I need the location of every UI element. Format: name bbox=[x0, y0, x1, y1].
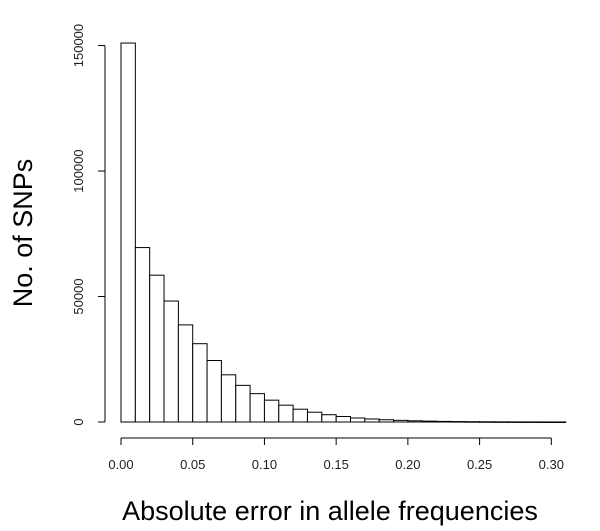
x-tick-label: 0.25 bbox=[467, 457, 492, 472]
histogram-bar bbox=[177, 324, 194, 423]
histogram-bar bbox=[464, 421, 481, 423]
histogram-bar bbox=[134, 247, 151, 423]
histogram-bar bbox=[335, 415, 351, 423]
histogram-bar bbox=[292, 408, 308, 423]
histogram-bar bbox=[192, 343, 208, 423]
x-tick-label: 0.30 bbox=[539, 457, 564, 472]
histogram-bar bbox=[235, 384, 251, 423]
x-axis: 0.00 0.05 0.10 0.15 0.20 0.25 0.30 bbox=[108, 437, 564, 472]
y-axis: 0 50000 100000 150000 bbox=[71, 24, 106, 426]
histogram-bar bbox=[479, 421, 495, 423]
histogram-bar bbox=[550, 421, 567, 423]
histogram-bar bbox=[263, 399, 280, 423]
histogram-bar bbox=[163, 300, 179, 423]
y-axis-title: No. of SNPs bbox=[8, 159, 38, 308]
histogram-bar bbox=[149, 274, 165, 423]
y-tick-label: 100000 bbox=[71, 149, 86, 192]
histogram-bar bbox=[220, 374, 237, 423]
histogram-bar bbox=[120, 42, 136, 423]
histogram-bar bbox=[321, 414, 337, 423]
histogram-bar bbox=[450, 421, 466, 423]
histogram-bar bbox=[278, 404, 294, 423]
histogram-bar bbox=[206, 360, 222, 423]
histogram-bar bbox=[364, 418, 380, 423]
x-axis-title: Absolute error in allele frequencies bbox=[122, 496, 538, 526]
histogram-bar bbox=[306, 411, 323, 423]
histogram-bar bbox=[436, 420, 452, 423]
histogram-bar bbox=[493, 421, 509, 423]
histogram-bar bbox=[350, 417, 366, 423]
x-tick-label: 0.20 bbox=[395, 457, 420, 472]
histogram-bar bbox=[407, 420, 423, 423]
x-tick-label: 0.10 bbox=[252, 457, 277, 472]
histogram-bar bbox=[421, 420, 438, 423]
x-tick-label: 0.15 bbox=[324, 457, 349, 472]
bars-group bbox=[120, 42, 567, 423]
x-tick-label: 0.00 bbox=[108, 457, 133, 472]
y-tick-label: 50000 bbox=[71, 278, 86, 314]
histogram-bar bbox=[393, 419, 409, 423]
x-tick-label: 0.05 bbox=[180, 457, 205, 472]
histogram-bar bbox=[522, 421, 538, 423]
histogram-bar bbox=[507, 421, 524, 423]
histogram-bar bbox=[378, 419, 395, 423]
histogram-bar bbox=[249, 393, 265, 423]
y-tick-label: 0 bbox=[71, 418, 86, 425]
y-tick-label: 150000 bbox=[71, 24, 86, 67]
histogram-bar bbox=[536, 421, 552, 423]
